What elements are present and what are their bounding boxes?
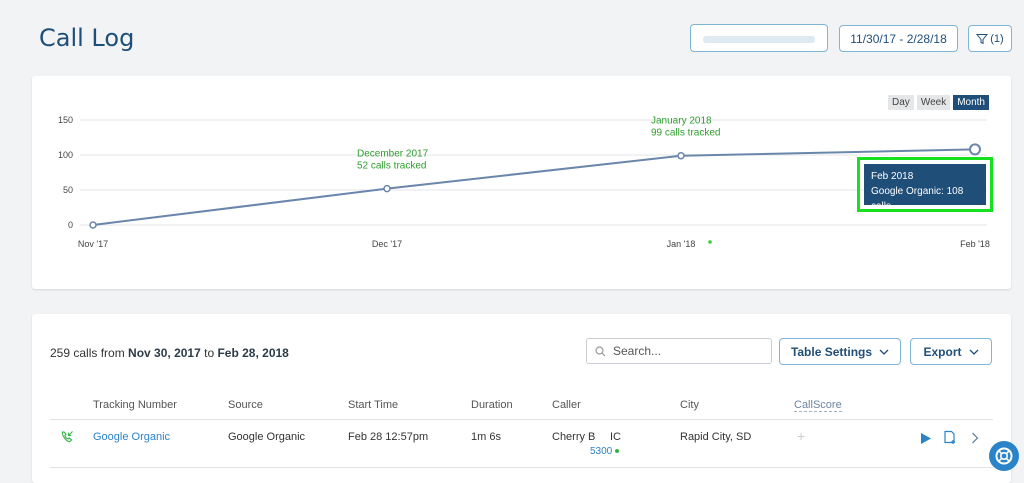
table-header-divider bbox=[50, 419, 993, 420]
cell-duration: 1m 6s bbox=[471, 431, 501, 443]
page-header: Call Log 11/30/17 - 2/28/18 (1) bbox=[0, 0, 1024, 72]
date-range-button[interactable]: 11/30/17 - 2/28/18 bbox=[839, 25, 958, 52]
cell-tracking-number[interactable]: Google Organic bbox=[93, 431, 171, 443]
filter-count: (1) bbox=[990, 32, 1004, 45]
annotation-value: 52 calls tracked bbox=[357, 161, 426, 172]
caller-number-text: 5300 bbox=[590, 446, 613, 457]
chart-tooltip-highlight: Feb 2018 Google Organic: 108 calls bbox=[857, 157, 993, 212]
cell-start-time: Feb 28 12:57pm bbox=[348, 431, 429, 443]
tab-day[interactable]: Day bbox=[888, 95, 914, 110]
filter-button[interactable]: (1) bbox=[968, 25, 1012, 52]
redacted-account-name bbox=[703, 36, 815, 43]
calls-summary: 259 calls from Nov 30, 2017 to Feb 28, 2… bbox=[50, 346, 289, 360]
data-point bbox=[969, 143, 981, 156]
tab-week[interactable]: Week bbox=[916, 95, 951, 110]
tab-month[interactable]: Month bbox=[953, 95, 989, 110]
series-line bbox=[92, 148, 976, 226]
cell-city: Rapid City, SD bbox=[680, 431, 752, 443]
column-header-caller[interactable]: Caller bbox=[552, 399, 581, 411]
data-point bbox=[383, 184, 391, 193]
chevron-down-icon bbox=[879, 349, 889, 355]
account-selector-button[interactable] bbox=[690, 24, 828, 52]
summary-to-word: to bbox=[204, 346, 215, 360]
help-button[interactable] bbox=[989, 441, 1019, 471]
tooltip-text: Google Organic: 108 calls bbox=[871, 186, 964, 212]
search-field[interactable] bbox=[586, 338, 772, 364]
summary-to-date: Feb 28, 2018 bbox=[217, 346, 289, 360]
table-settings-button[interactable]: Table Settings bbox=[779, 338, 901, 365]
add-note-icon[interactable] bbox=[943, 430, 957, 445]
data-point bbox=[677, 151, 685, 160]
chart-card: Day Week Month 0 50 100 150 Nov '17 Dec '17 Ja… bbox=[32, 76, 1011, 289]
summary-count: 259 calls from bbox=[50, 346, 125, 360]
cell-caller-name: Cherry B bbox=[552, 431, 596, 443]
x-tick-label: Feb '18 bbox=[960, 239, 990, 249]
search-icon bbox=[595, 345, 606, 356]
y-tick-label: 50 bbox=[63, 185, 73, 195]
chevron-right-icon[interactable] bbox=[971, 432, 979, 444]
y-tick-label: 150 bbox=[58, 115, 73, 125]
column-header-duration[interactable]: Duration bbox=[471, 399, 513, 411]
column-header-city[interactable]: City bbox=[680, 399, 699, 411]
period-toggle: Day Week Month bbox=[888, 95, 989, 110]
export-button[interactable]: Export bbox=[910, 338, 992, 365]
x-tick-label: Dec '17 bbox=[372, 239, 402, 249]
status-dot bbox=[708, 240, 712, 244]
cell-source: Google Organic bbox=[228, 431, 306, 443]
export-label: Export bbox=[923, 344, 962, 359]
x-tick-label: Nov '17 bbox=[78, 239, 108, 249]
y-tick-label: 100 bbox=[58, 150, 73, 160]
page-title: Call Log bbox=[39, 24, 135, 52]
column-header-source[interactable]: Source bbox=[228, 399, 263, 411]
table-settings-label: Table Settings bbox=[790, 344, 873, 359]
x-tick-label: Jan '18 bbox=[667, 239, 696, 249]
add-callscore-button[interactable]: + bbox=[797, 428, 806, 444]
column-header-callscore[interactable]: CallScore bbox=[794, 399, 842, 412]
column-header-start-time[interactable]: Start Time bbox=[348, 399, 399, 411]
calls-line-chart: 0 50 100 150 Nov '17 Dec '17 Jan '18 Feb '18 Dec… bbox=[58, 115, 990, 249]
y-tick-label: 0 bbox=[68, 220, 73, 230]
call-table-card: 259 calls from Nov 30, 2017 to Feb 28, 2… bbox=[32, 314, 1011, 483]
annotation-value: 99 calls tracked bbox=[651, 128, 720, 139]
summary-from-date: Nov 30, 2017 bbox=[128, 346, 201, 360]
table-row-divider bbox=[50, 467, 993, 468]
status-dot bbox=[615, 449, 620, 454]
chevron-down-icon bbox=[969, 349, 978, 355]
search-input[interactable] bbox=[613, 344, 763, 358]
cell-caller-suffix: IC bbox=[610, 431, 621, 443]
cell-caller-number[interactable]: 5300 bbox=[590, 446, 620, 457]
data-point bbox=[89, 221, 97, 229]
annotation-title: December 2017 bbox=[357, 149, 429, 160]
column-header-tracking-number[interactable]: Tracking Number bbox=[93, 399, 177, 411]
annotation-title: January 2018 bbox=[651, 116, 712, 127]
help-lifebuoy-icon bbox=[995, 447, 1013, 465]
incoming-call-icon bbox=[61, 431, 73, 443]
chart-tooltip: Feb 2018 Google Organic: 108 calls bbox=[864, 164, 986, 212]
filter-icon bbox=[976, 33, 989, 44]
play-icon[interactable] bbox=[920, 432, 932, 445]
tooltip-title: Feb 2018 bbox=[871, 171, 914, 182]
